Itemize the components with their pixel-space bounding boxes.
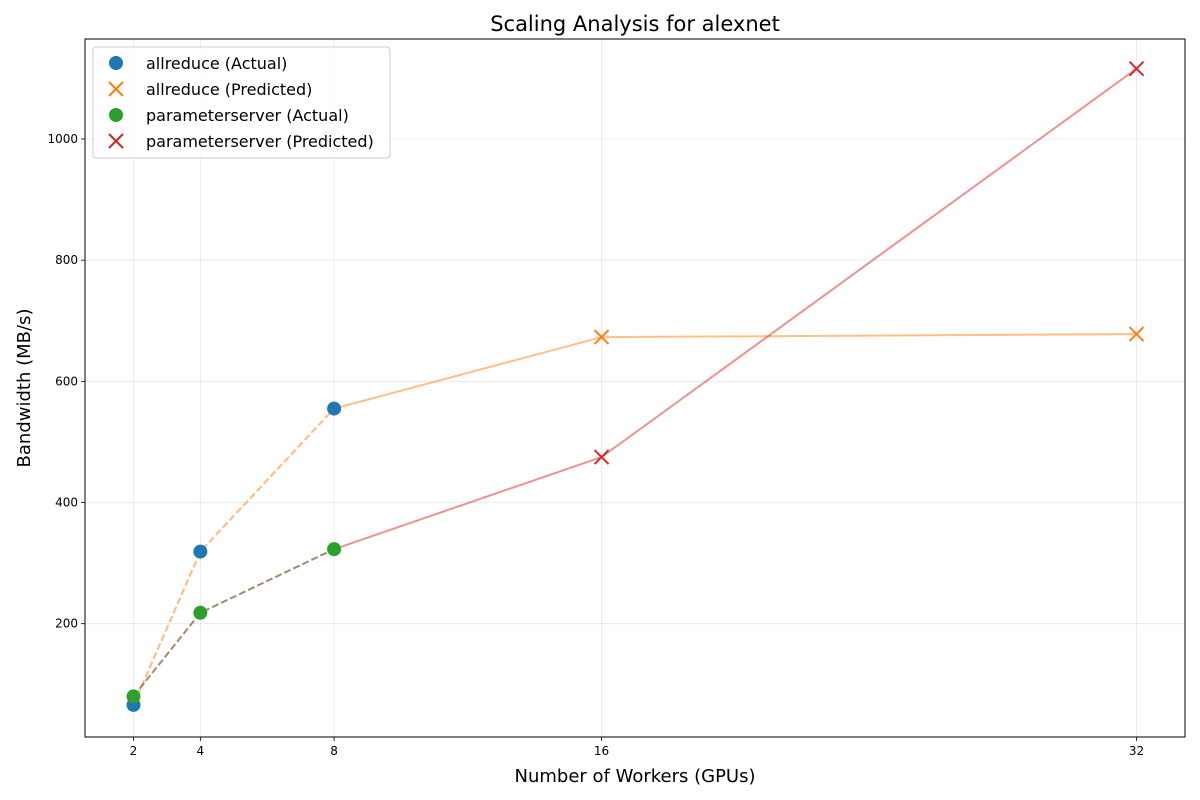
data-point-circle-series-0 bbox=[193, 544, 208, 559]
series-line-2 bbox=[132, 407, 335, 706]
legend: allreduce (Actual) allreduce (Predicted) p… bbox=[92, 46, 391, 159]
legend-marker-3 bbox=[108, 133, 124, 149]
data-point-x-series-1 bbox=[1128, 326, 1145, 342]
chart-title: Scaling Analysis for alexnet bbox=[490, 12, 780, 36]
legend-marker-2 bbox=[109, 108, 123, 122]
legend-marker-0 bbox=[109, 56, 123, 70]
data-point-x-series-1 bbox=[593, 329, 610, 345]
x-tick-label: 2 bbox=[130, 744, 138, 758]
y-tick-label: 200 bbox=[55, 617, 78, 631]
data-point-x-series-3 bbox=[1128, 60, 1145, 77]
x-tick-label: 16 bbox=[594, 744, 609, 758]
y-tick-label: 1000 bbox=[47, 132, 78, 146]
legend-label-1: allreduce (Predicted) bbox=[146, 80, 312, 99]
data-point-circle-series-2 bbox=[327, 542, 342, 557]
x-tick-label: 8 bbox=[330, 744, 338, 758]
x-axis-title: Number of Workers (GPUs) bbox=[514, 766, 755, 787]
x-tick-label: 4 bbox=[197, 744, 205, 758]
data-point-circle-series-2 bbox=[193, 605, 208, 620]
legend-marker-1 bbox=[108, 81, 124, 97]
data-point-circle-series-2 bbox=[126, 689, 141, 704]
y-tick-label: 800 bbox=[55, 253, 78, 267]
x-tick-label: 32 bbox=[1129, 744, 1144, 758]
y-tick-label: 600 bbox=[55, 374, 78, 388]
legend-label-0: allreduce (Actual) bbox=[146, 54, 287, 73]
data-point-x-series-3 bbox=[593, 449, 610, 465]
plot-frame bbox=[84, 38, 1186, 738]
series-line-3 bbox=[132, 548, 335, 698]
y-tick-label: 400 bbox=[55, 496, 78, 510]
data-points bbox=[126, 60, 1145, 712]
y-axis-title: Bandwidth (MB/s) bbox=[14, 309, 35, 468]
axis-ticks: 2 4 8 16 32 200 400 600 800 1000 bbox=[47, 132, 1144, 758]
legend-label-2: parameterserver (Actual) bbox=[146, 106, 349, 125]
legend-box bbox=[92, 46, 391, 159]
legend-label-3: parameterserver (Predicted) bbox=[146, 132, 374, 151]
data-point-circle-series-0 bbox=[327, 401, 342, 416]
